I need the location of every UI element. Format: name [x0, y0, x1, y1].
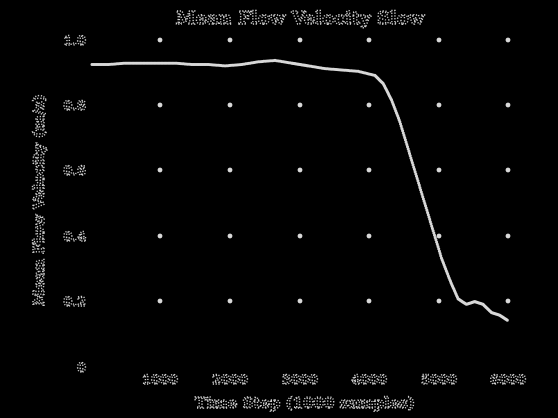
- grid-dots: [157, 37, 511, 304]
- grid-dot: [227, 37, 233, 43]
- grid-dot: [505, 102, 511, 108]
- data-point: [410, 161, 414, 165]
- grid-dot: [157, 167, 163, 173]
- data-series: [90, 58, 509, 322]
- data-point: [426, 211, 430, 215]
- data-point: [403, 138, 407, 142]
- grid-dot: [297, 233, 303, 239]
- data-point: [421, 195, 425, 199]
- data-point: [420, 192, 424, 196]
- grid-dot: [366, 298, 372, 304]
- grid-dot: [227, 167, 233, 173]
- data-point: [433, 233, 436, 237]
- grid-dot: [297, 37, 303, 43]
- grid-dot: [227, 102, 233, 108]
- data-point: [437, 247, 441, 251]
- grid-dot: [297, 298, 303, 304]
- y-tick-labels: 1.0 0.8 0.6 0.4 0.2 0: [63, 33, 87, 376]
- grid-dot: [366, 102, 372, 108]
- grid-dot: [436, 37, 442, 43]
- grid-dot: [297, 102, 303, 108]
- grid-dot: [366, 167, 372, 173]
- grid-dot: [436, 298, 442, 304]
- y-tick-label: 1.0: [63, 34, 86, 49]
- grid-dot: [227, 298, 233, 304]
- data-point: [417, 183, 421, 187]
- data-point: [401, 131, 405, 135]
- data-point: [422, 199, 426, 203]
- data-point: [427, 215, 431, 219]
- grid-dot: [157, 233, 163, 239]
- grid-dot: [157, 102, 163, 108]
- chart-title: Mean Flow Velocity Slow: [176, 8, 425, 29]
- grid-dot: [297, 167, 303, 173]
- data-point: [419, 190, 423, 194]
- data-point: [414, 172, 418, 176]
- x-tick-labels: 1000 2000 3000 4000 5000 6000: [141, 372, 527, 388]
- data-point: [436, 245, 440, 249]
- x-tick-label: 6000: [490, 373, 526, 388]
- data-point: [401, 129, 405, 133]
- grid-dot: [157, 37, 163, 43]
- data-point: [415, 177, 419, 180]
- data-point: [428, 217, 432, 221]
- y-tick-label: 0.2: [63, 295, 86, 310]
- grid-dot: [366, 233, 372, 239]
- y-tick-label: 0.8: [63, 99, 86, 114]
- data-point: [404, 140, 408, 144]
- y-tick-label: 0.4: [63, 230, 86, 245]
- grid-dot: [157, 298, 163, 304]
- data-point: [434, 238, 438, 242]
- grid-dot: [505, 233, 511, 239]
- data-point: [406, 145, 409, 149]
- x-tick-label: 1000: [142, 373, 178, 388]
- x-tick-label: 5000: [421, 373, 457, 388]
- x-tick-label: 4000: [351, 373, 387, 388]
- data-point: [413, 170, 417, 174]
- data-point: [409, 156, 413, 160]
- data-point: [424, 206, 428, 210]
- grid-dot: [436, 167, 442, 173]
- x-axis-label: Time Step (1000 samples): [195, 394, 415, 412]
- x-tick-label: 3000: [282, 373, 318, 388]
- data-point: [423, 202, 427, 205]
- y-tick-label: 0: [77, 361, 86, 376]
- grid-dot: [505, 298, 511, 304]
- grid-dot: [436, 102, 442, 108]
- data-point: [429, 222, 433, 226]
- data-point: [403, 136, 407, 140]
- x-tick-label: 2000: [212, 373, 248, 388]
- data-point: [408, 154, 412, 158]
- grid-dot: [366, 37, 372, 43]
- data-point: [411, 163, 415, 167]
- data-point: [399, 124, 403, 128]
- data-point: [425, 208, 429, 212]
- data-point: [416, 179, 420, 183]
- data-point: [418, 186, 422, 190]
- data-point: [505, 318, 509, 322]
- data-point: [439, 254, 443, 258]
- data-point: [412, 167, 416, 171]
- grid-dot: [505, 167, 511, 173]
- grid-dot: [436, 233, 442, 239]
- grid-dot: [227, 233, 233, 239]
- grid-dot: [505, 37, 511, 43]
- y-tick-label: 0.6: [63, 164, 86, 179]
- data-point: [408, 152, 411, 155]
- y-axis-label: Mean Flow Velocity (m/s): [30, 94, 48, 306]
- data-point: [430, 227, 434, 230]
- data-point: [435, 240, 439, 244]
- data-point: [432, 231, 436, 235]
- data-point: [437, 249, 441, 253]
- data-point: [430, 224, 434, 228]
- data-point: [399, 122, 402, 126]
- data-point: [406, 147, 410, 151]
